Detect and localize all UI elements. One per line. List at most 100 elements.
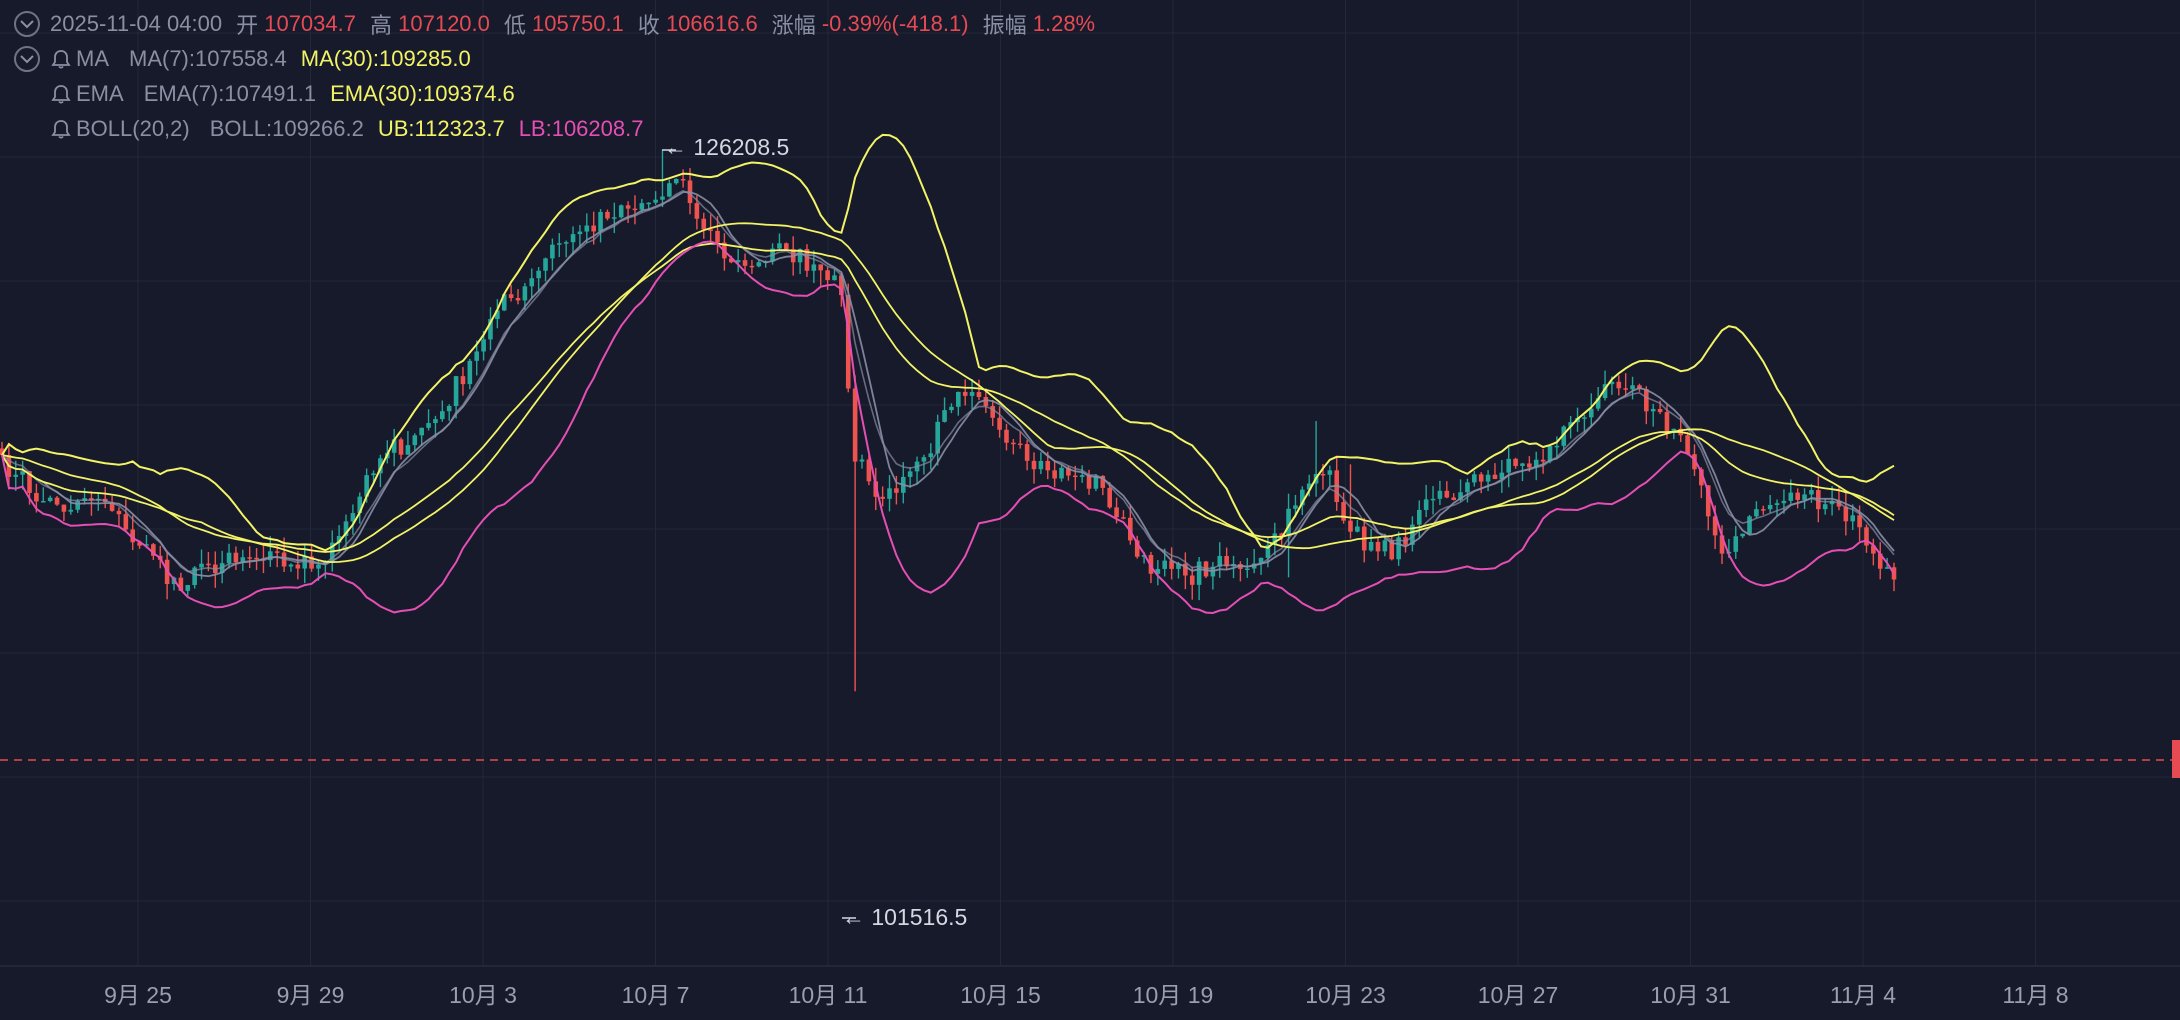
candle-body [1485, 474, 1491, 482]
candle-body [1107, 487, 1112, 508]
candle-body [1774, 503, 1780, 506]
candle-body [515, 298, 521, 301]
candle-body [1802, 494, 1807, 500]
candle-body [364, 475, 369, 497]
boll-upper-band [1, 133, 1895, 552]
candle-body [1341, 502, 1346, 521]
candle-body [1747, 516, 1752, 534]
candle-body [1052, 470, 1057, 479]
candle-body [398, 439, 404, 455]
candle-body [109, 502, 115, 511]
candle-body [887, 488, 892, 499]
candle-body [1410, 524, 1415, 545]
candle-body [47, 497, 53, 502]
candle-body [1506, 458, 1512, 473]
candle-body [343, 521, 349, 537]
candle-body [639, 203, 645, 210]
candle-body [1740, 533, 1745, 537]
candle-body [192, 567, 197, 586]
candle-body [116, 510, 122, 515]
candle-body [1644, 389, 1649, 412]
candle-body [598, 211, 603, 232]
last-price-tag [2172, 740, 2180, 778]
candle-body [756, 262, 762, 267]
candle-body [680, 179, 686, 181]
change-value: -0.39%(-418.1) [821, 11, 969, 36]
candle-body [1533, 459, 1539, 468]
candle-body [350, 513, 356, 522]
bell-icon[interactable] [50, 48, 72, 70]
candle-body [1719, 535, 1725, 554]
candle-body [825, 270, 830, 281]
chevron-down-circle-icon[interactable] [14, 46, 40, 72]
candle-body [550, 244, 555, 259]
ma-name: MA [76, 46, 109, 71]
candle-body [1864, 527, 1869, 546]
candle-body [1279, 533, 1284, 536]
candle-body [27, 471, 32, 493]
candle-body [625, 205, 631, 209]
candle-body [1155, 568, 1161, 574]
ema-name: EMA [76, 81, 124, 106]
candle-body [1430, 498, 1436, 501]
candle-body [1540, 459, 1546, 462]
candle-body [1128, 517, 1133, 541]
x-tick-label: 10月 27 [1477, 982, 1559, 1008]
candle-body [1520, 463, 1525, 466]
candle-body [1513, 458, 1518, 466]
x-tick-label: 10月 7 [621, 982, 690, 1008]
candle-body [185, 585, 191, 591]
boll-mid-value: BOLL:109266.2 [209, 116, 364, 141]
candle-body [969, 392, 975, 396]
high-point-value: 126208.5 [693, 134, 790, 160]
candle-body [1183, 563, 1188, 576]
candle-body [1423, 499, 1429, 510]
candle-body [247, 557, 252, 559]
ema7-line [1, 189, 1895, 573]
candle-body [543, 258, 548, 271]
candle-body [508, 294, 514, 299]
candle-body [1176, 563, 1181, 569]
candle-body [199, 563, 204, 568]
candle-body [1527, 463, 1532, 468]
candle-body [1100, 475, 1106, 488]
candle-body [1788, 492, 1794, 501]
candle-body [1616, 381, 1622, 389]
x-tick-label: 10月 31 [1650, 982, 1731, 1008]
bell-icon[interactable] [50, 83, 72, 105]
candle-body [68, 509, 74, 512]
chevron-down-circle-icon[interactable] [14, 11, 40, 37]
bell-icon[interactable] [50, 118, 72, 140]
candle-body [295, 564, 301, 569]
candle-body [1389, 540, 1395, 560]
candle-body [178, 577, 184, 591]
candle-body [1134, 540, 1140, 557]
candle-body [1258, 557, 1264, 564]
ema30-line [1, 242, 1895, 553]
candle-body [529, 278, 535, 287]
candle-body [667, 183, 672, 197]
candle-body [1582, 417, 1587, 419]
candle-body [605, 211, 610, 219]
candle-body [859, 459, 865, 462]
candle-body [268, 551, 273, 561]
candle-body [715, 230, 720, 243]
x-tick-label: 10月 11 [788, 982, 868, 1008]
candle-body [832, 275, 837, 281]
candle-body [1066, 467, 1071, 476]
x-tick-label: 10月 15 [960, 982, 1041, 1008]
candle-body [1396, 537, 1401, 560]
candle-body [591, 225, 596, 232]
low-point-marker: ← 101516.5 [842, 904, 968, 930]
candle-body [1699, 469, 1704, 486]
x-tick-label: 11月 8 [2002, 982, 2069, 1008]
candle-body [935, 421, 940, 454]
candle-body [735, 260, 741, 263]
boll-lower-band [1, 240, 1895, 615]
candle-body [1754, 509, 1759, 517]
candle-body [13, 474, 19, 477]
open-label: 开 [236, 13, 259, 38]
candle-body [1079, 475, 1085, 477]
candle-body [1045, 460, 1051, 471]
